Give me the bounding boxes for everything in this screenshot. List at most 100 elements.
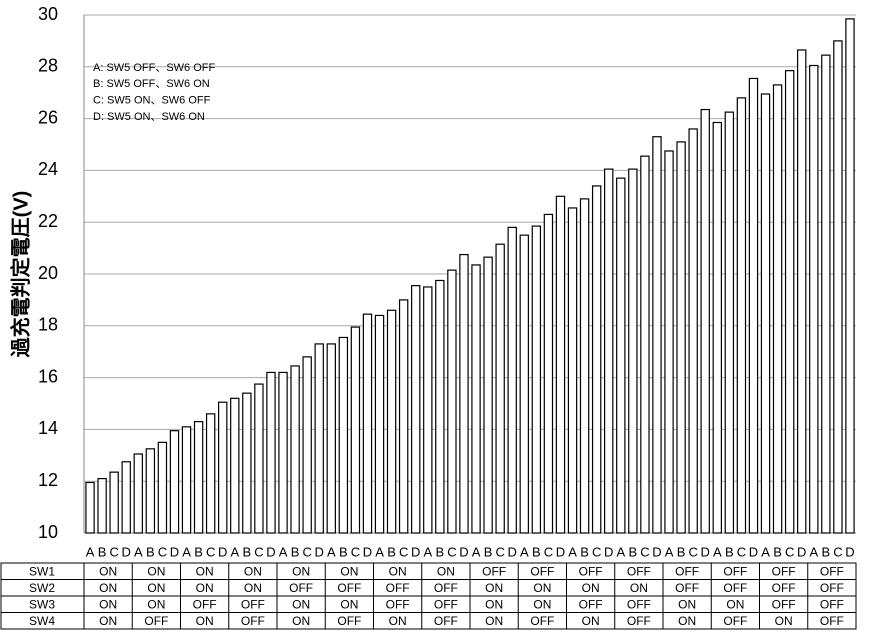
- x-tick-label: C: [206, 544, 215, 559]
- bar: [567, 207, 578, 534]
- y-tick-label: 30: [38, 4, 58, 24]
- x-tick-label: A: [568, 544, 577, 559]
- bar: [290, 365, 300, 534]
- table-cell: OFF: [193, 597, 217, 611]
- bar: [85, 481, 95, 534]
- bar: [664, 150, 674, 534]
- x-tick-label: B: [436, 544, 445, 559]
- row-label: SW4: [29, 614, 55, 628]
- row-label: SW3: [29, 597, 55, 611]
- x-tick-label: C: [592, 544, 601, 559]
- bar: [760, 93, 771, 534]
- table-cell: ON: [147, 581, 165, 595]
- bar: [688, 128, 698, 534]
- x-tick-label: A: [182, 544, 191, 559]
- bar: [591, 185, 602, 534]
- x-tick-label: B: [725, 544, 734, 559]
- bar: [386, 309, 397, 534]
- table-cell: ON: [533, 597, 551, 611]
- bar: [507, 226, 517, 534]
- table-cell: ON: [196, 614, 214, 628]
- x-tick-label: C: [640, 544, 649, 559]
- x-tick-label: B: [532, 544, 541, 559]
- table-cell: OFF: [772, 564, 796, 578]
- table-cell: ON: [389, 614, 407, 628]
- table-cell: ON: [582, 614, 600, 628]
- table-cell: ON: [99, 614, 117, 628]
- table-cell: ON: [99, 564, 117, 578]
- x-tick-label: C: [447, 544, 456, 559]
- table-cell: OFF: [820, 597, 844, 611]
- table-cell: OFF: [820, 581, 844, 595]
- table-cell: ON: [196, 581, 214, 595]
- x-tick-label: C: [833, 544, 842, 559]
- table-cell: ON: [292, 564, 310, 578]
- y-tick-label: 26: [38, 107, 58, 127]
- x-tick-label: C: [109, 544, 118, 559]
- y-tick-label: 10: [38, 522, 58, 542]
- bar: [338, 336, 349, 534]
- x-tick-label: C: [544, 544, 553, 559]
- x-tick-label: D: [266, 544, 275, 559]
- bar: [640, 155, 650, 534]
- x-tick-label: C: [254, 544, 263, 559]
- y-tick-label: 24: [38, 159, 58, 179]
- bar: [423, 286, 433, 534]
- bar: [230, 397, 240, 534]
- bar: [266, 371, 276, 534]
- bar: [362, 313, 373, 534]
- x-tick-label: D: [749, 544, 758, 559]
- y-tick-label: 14: [38, 418, 58, 438]
- bar: [809, 64, 819, 534]
- bar: [531, 225, 542, 534]
- table-cell: ON: [437, 564, 455, 578]
- table-cell: OFF: [530, 614, 554, 628]
- x-tick-label: A: [472, 544, 481, 559]
- x-tick-label: D: [652, 544, 661, 559]
- table-cell: ON: [196, 564, 214, 578]
- table-cell: ON: [292, 597, 310, 611]
- bar: [254, 383, 264, 534]
- table-cell: OFF: [386, 597, 410, 611]
- bar: [435, 279, 445, 534]
- x-tick-label: D: [701, 544, 710, 559]
- table-cell: OFF: [675, 581, 699, 595]
- x-tick-label: A: [713, 544, 722, 559]
- legend-note: A: SW5 OFF、SW6 OFF: [93, 62, 216, 74]
- bar: [700, 108, 710, 534]
- x-tick-label: A: [134, 544, 143, 559]
- table-cell: OFF: [434, 581, 458, 595]
- x-tick-label: D: [508, 544, 517, 559]
- table-cell: ON: [244, 564, 262, 578]
- x-tick-label: D: [556, 544, 565, 559]
- table-cell: OFF: [241, 597, 265, 611]
- x-tick-label: B: [243, 544, 252, 559]
- y-axis-label: 過充電判定電圧(V): [8, 191, 32, 358]
- table-cell: OFF: [144, 614, 168, 628]
- x-tick-label: A: [279, 544, 288, 559]
- x-tick-label: C: [158, 544, 167, 559]
- table-cell: OFF: [579, 597, 603, 611]
- bar: [218, 401, 228, 534]
- bar: [181, 426, 192, 534]
- y-tick-label: 22: [38, 211, 58, 231]
- bar: [302, 356, 312, 534]
- bar: [772, 84, 783, 534]
- x-tick-label: D: [170, 544, 179, 559]
- table-cell: ON: [678, 597, 696, 611]
- bar: [205, 413, 216, 534]
- x-tick-label: B: [387, 544, 396, 559]
- table-cell: OFF: [482, 564, 506, 578]
- bar: [157, 441, 168, 534]
- bar: [459, 253, 469, 534]
- table-cell: ON: [485, 581, 503, 595]
- x-tick-label: D: [459, 544, 468, 559]
- bar: [604, 168, 614, 534]
- bar: [97, 478, 107, 534]
- x-tick-label: C: [351, 544, 360, 559]
- table-cell: OFF: [820, 564, 844, 578]
- bar: [784, 70, 795, 534]
- y-tick-label: 12: [38, 470, 58, 490]
- x-tick-label: C: [495, 544, 504, 559]
- bar: [326, 343, 336, 534]
